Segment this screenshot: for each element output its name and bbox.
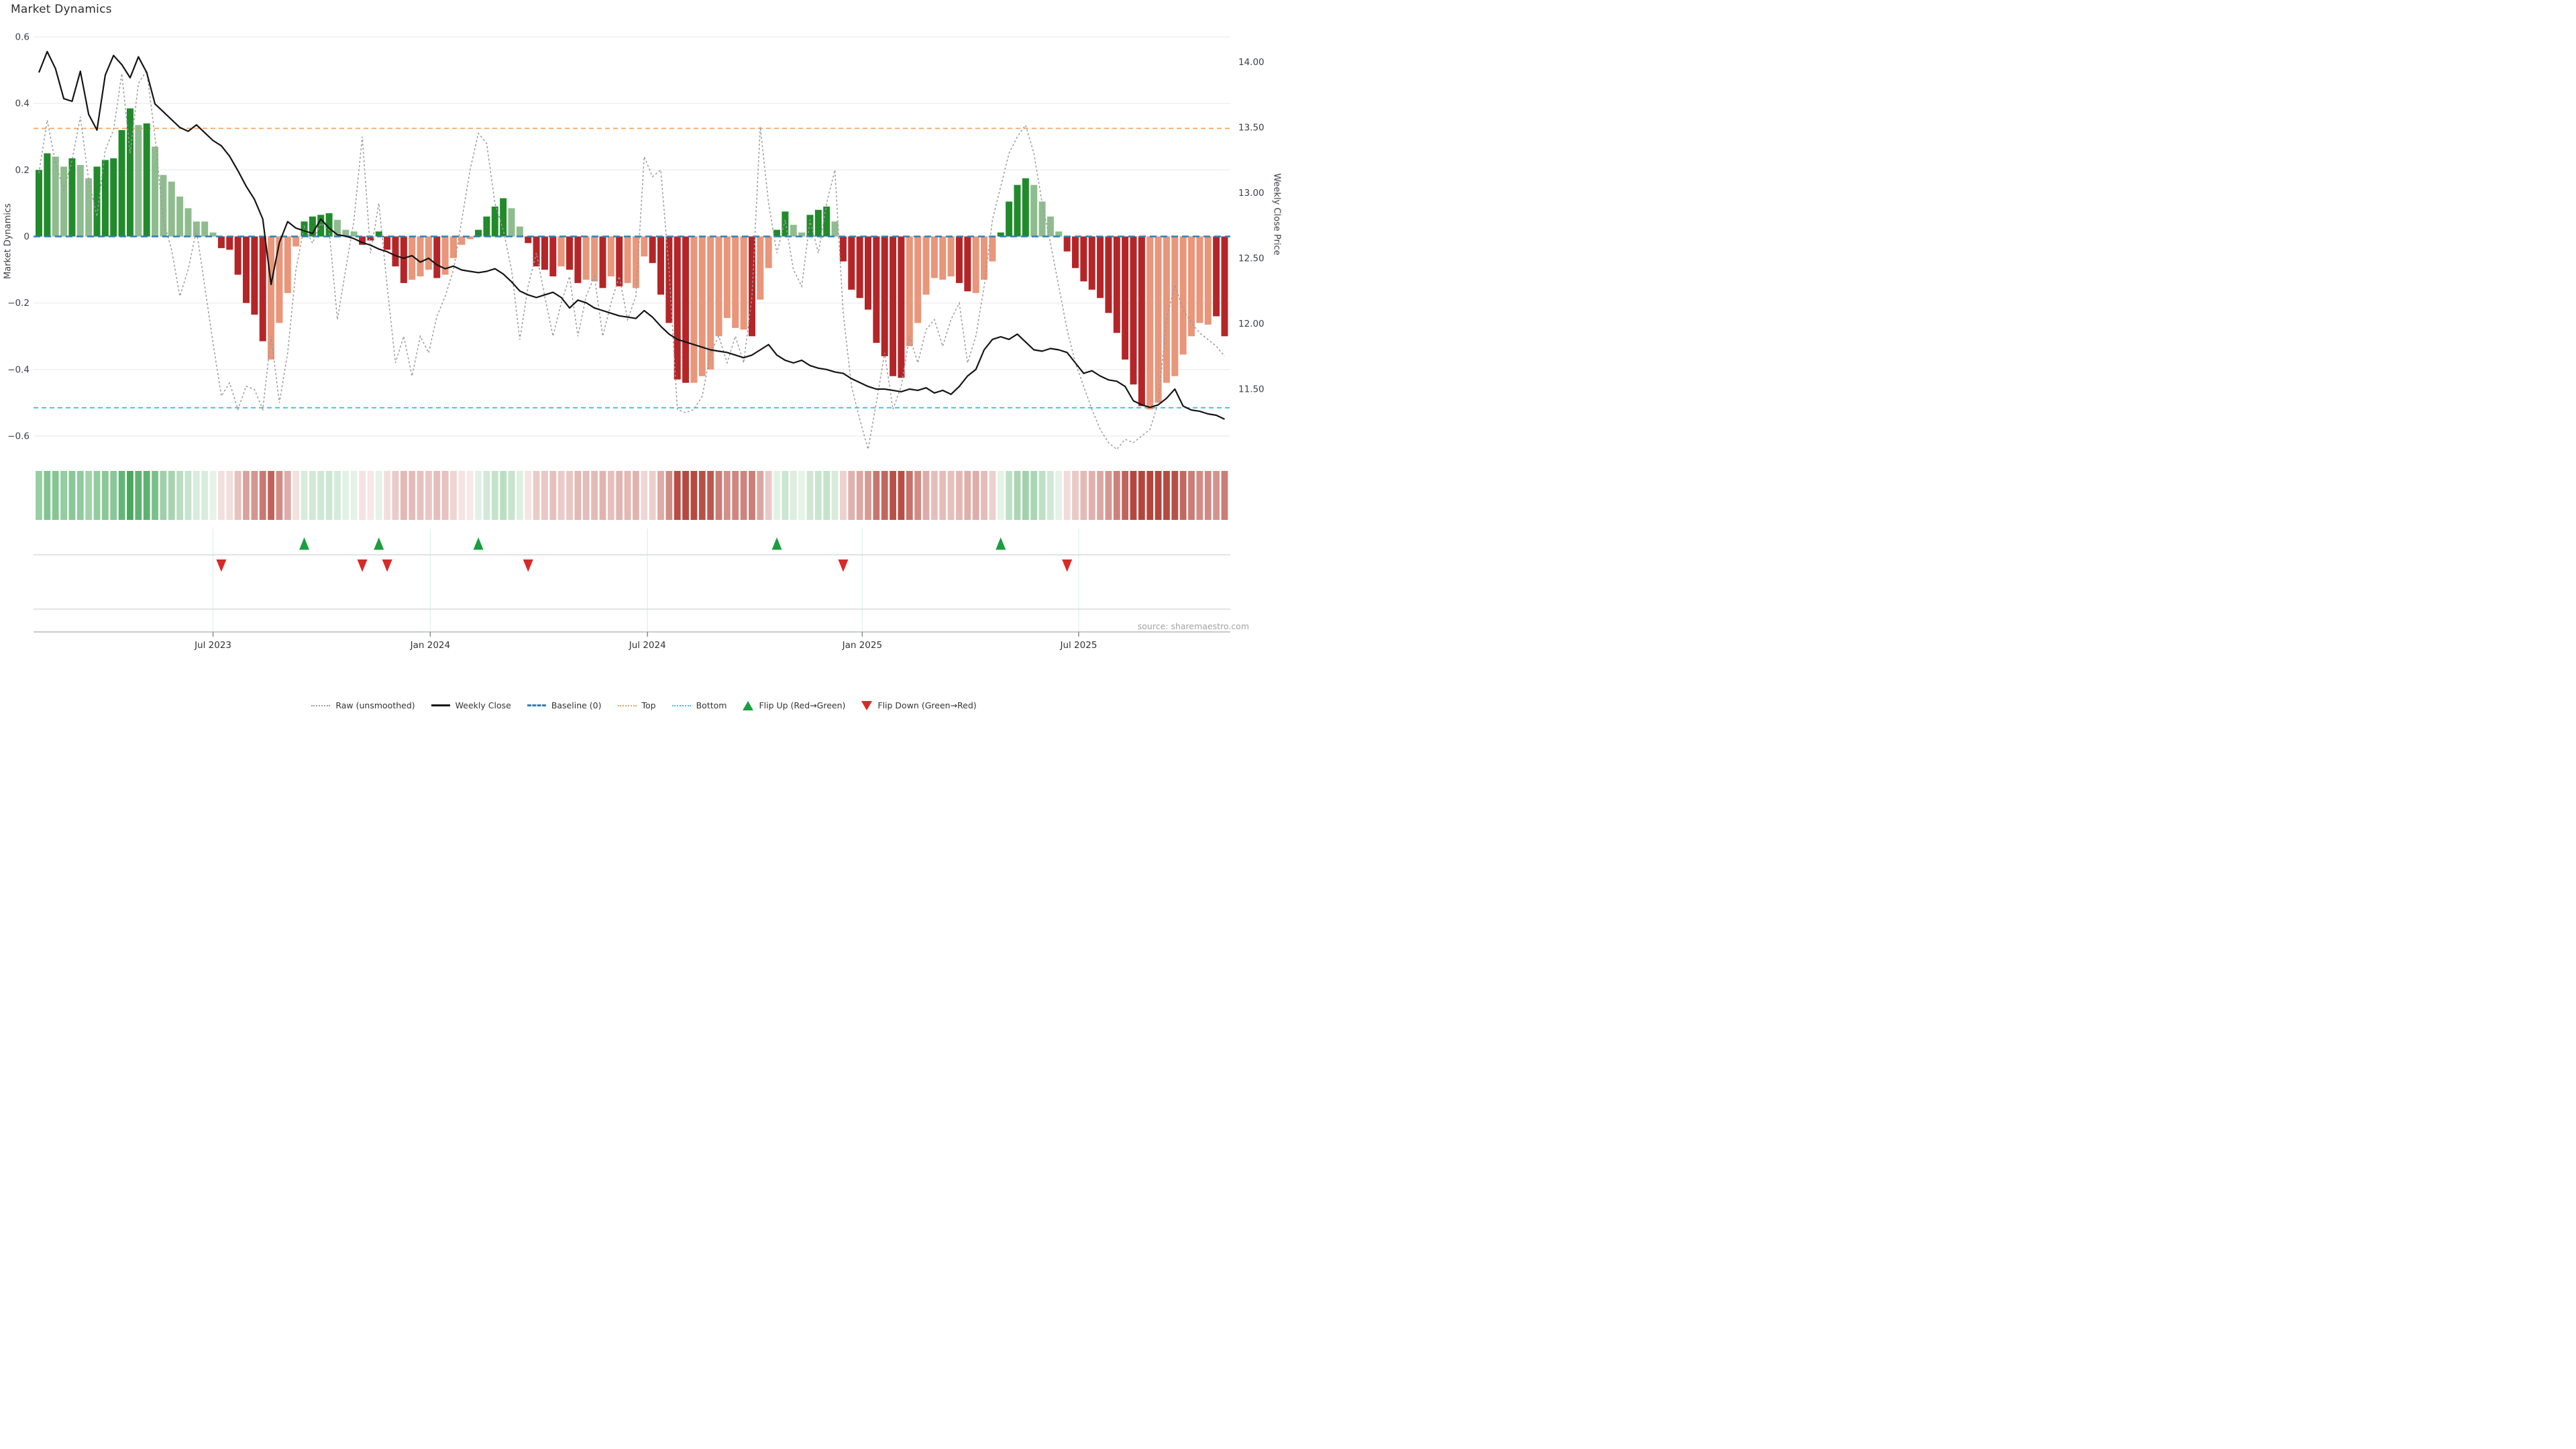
x-axis-tick: Jul 2025: [1059, 640, 1097, 651]
right-axis-tick: 13.00: [1238, 188, 1265, 199]
heatmap-strip: [36, 471, 1228, 520]
legend-label: Weekly Close: [455, 700, 511, 710]
right-axis-tick: 14.00: [1238, 57, 1265, 68]
flip-up-triangle-icon: [996, 537, 1006, 550]
dynamics-bars: [36, 108, 1228, 410]
x-axis-tick: Jul 2024: [629, 640, 666, 651]
x-axis-tick: Jan 2024: [410, 640, 450, 651]
page-title: Market Dynamics: [11, 3, 112, 16]
flip-down-triangle-icon: [523, 559, 533, 572]
legend-label: Top: [641, 700, 656, 710]
legend-item-tri-up: Flip Up (Red→Green): [743, 700, 845, 710]
chart-legend: Raw (unsmoothed) Weekly Close Baseline (0)…: [0, 700, 1288, 710]
left-axis-tick: −0.4: [7, 364, 30, 375]
flip-up-triangle-icon: [771, 537, 782, 550]
flip-down-triangle-icon: [357, 559, 368, 572]
x-axis-tick: Jan 2025: [842, 640, 882, 651]
legend-label: Flip Up (Red→Green): [759, 700, 846, 710]
left-axis-tick: 0.6: [15, 32, 30, 43]
flip-down-triangle-icon: [216, 559, 227, 572]
weekly-close-line: [38, 50, 1225, 420]
left-axis-tick: −0.6: [7, 431, 30, 441]
flip-down-triangle-icon: [1062, 559, 1073, 572]
left-axis-tick: 0.2: [15, 165, 30, 176]
legend-label: Raw (unsmoothed): [335, 700, 415, 710]
dotted-orange-icon: [617, 704, 637, 706]
tri-up-icon: [743, 700, 754, 710]
flip-up-triangle-icon: [374, 537, 384, 550]
flip-down-markers: [216, 559, 1073, 572]
market-dynamics-dashboard: Market Dynamics Market Dynamics Weekly C…: [0, 0, 1288, 724]
legend-label: Flip Down (Green→Red): [877, 700, 977, 710]
left-axis-tick: 0.4: [15, 99, 30, 109]
dotted-gray-icon: [311, 704, 331, 706]
legend-item-dotted-orange: Top: [617, 700, 656, 710]
raw-line: [38, 68, 1226, 450]
right-axis-tick: 13.50: [1238, 123, 1265, 133]
legend-item-dotted-gray: Raw (unsmoothed): [311, 700, 415, 710]
market-dynamics-chart: 0.6 0.4 0.2 0 −0.2 −0.4 −0.6 14.00 13.50 13.00 12.…: [7, 32, 1265, 651]
flip-down-triangle-icon: [382, 559, 392, 572]
legend-label: Baseline (0): [551, 700, 602, 710]
solid-black-icon: [431, 704, 450, 706]
signal-panel: Jul 2023 Jan 2024 Jul 2024 Jan 2025 Jul 2025: [34, 529, 1230, 651]
tri-down-icon: [861, 700, 873, 710]
flip-up-triangle-icon: [299, 537, 310, 550]
dashed-blue-icon: [527, 704, 546, 706]
legend-item-tri-down: Flip Down (Green→Red): [861, 700, 977, 710]
flip-up-triangle-icon: [473, 537, 484, 550]
x-axis-tick: Jul 2023: [194, 640, 231, 651]
right-axis-tick: 11.50: [1238, 384, 1265, 395]
legend-item-dashed-blue: Baseline (0): [527, 700, 602, 710]
left-axis-tick: 0: [23, 231, 30, 242]
dotted-cyan-icon: [672, 704, 691, 706]
legend-item-dotted-cyan: Bottom: [672, 700, 727, 710]
source-attribution: source: sharemaestro.com: [1137, 621, 1249, 631]
legend-label: Bottom: [696, 700, 727, 710]
flip-down-triangle-icon: [838, 559, 849, 572]
legend-item-solid-black: Weekly Close: [431, 700, 511, 710]
left-axis-tick: −0.2: [7, 298, 30, 309]
right-axis-tick: 12.00: [1238, 319, 1265, 329]
flip-up-markers: [299, 537, 1006, 550]
right-axis-tick: 12.50: [1238, 254, 1265, 264]
